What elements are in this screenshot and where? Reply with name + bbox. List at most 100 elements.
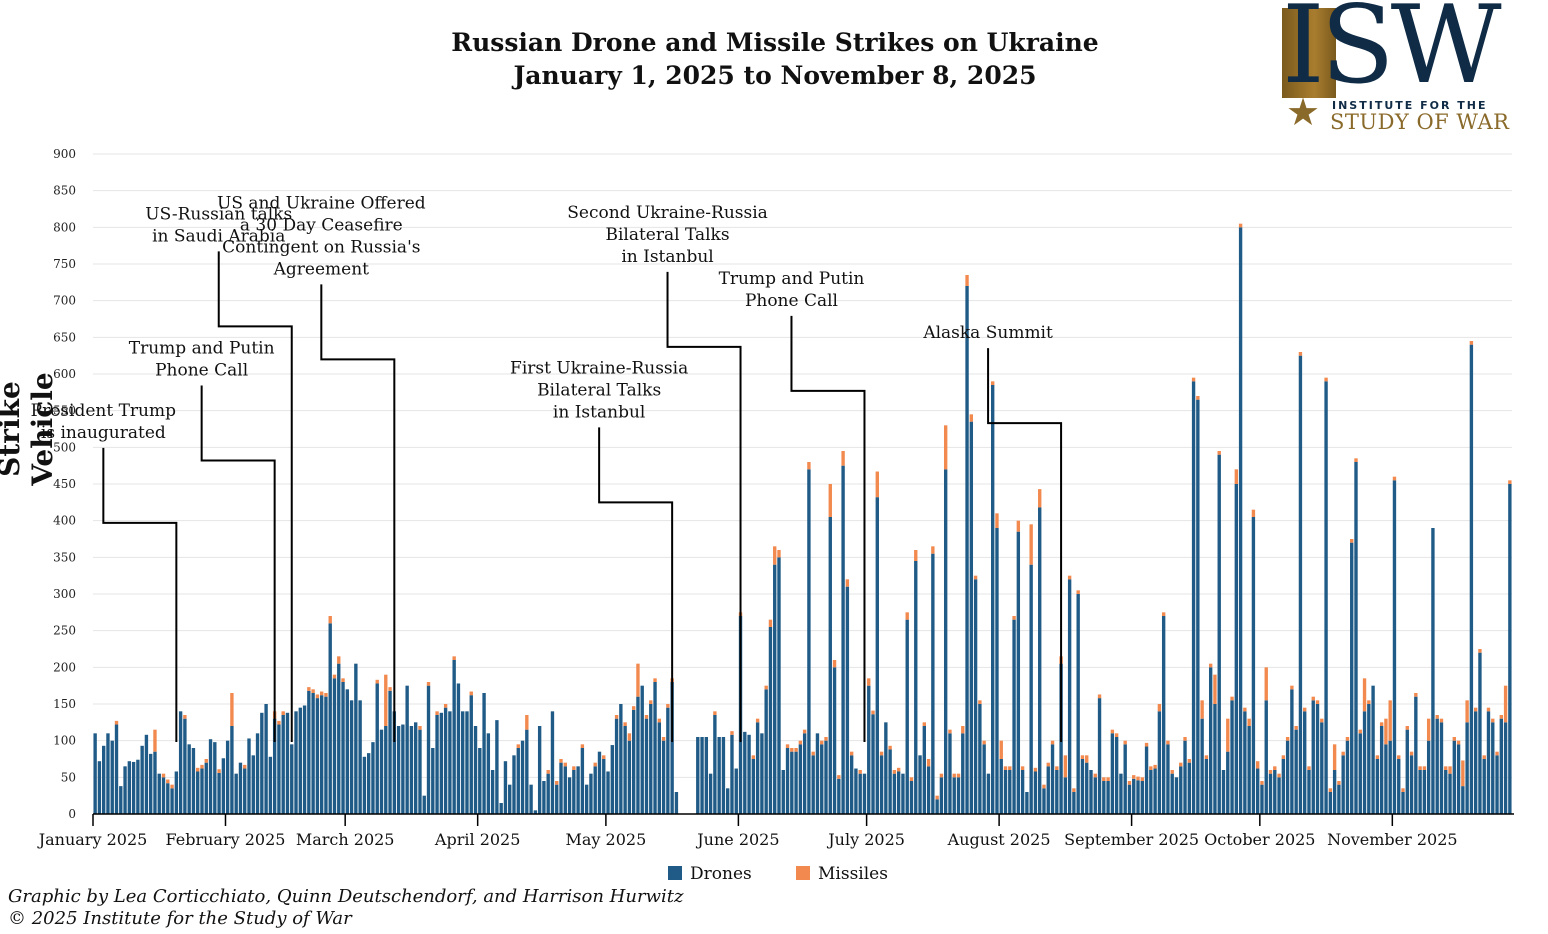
bar-missiles <box>905 612 909 620</box>
bar-drones <box>114 724 119 814</box>
annotation-label-line: Trump and Putin <box>719 269 865 289</box>
bar-missiles <box>952 773 956 778</box>
bar-drones <box>238 762 243 814</box>
bar-drones <box>1277 777 1281 814</box>
bar-drones <box>973 579 978 814</box>
bar-missiles <box>1208 663 1213 668</box>
bar-missiles <box>649 700 653 704</box>
bar-missiles <box>892 770 897 774</box>
bar-drones <box>1132 778 1136 814</box>
bar-drones <box>290 744 294 814</box>
annotation-label-line: in Istanbul <box>553 402 645 422</box>
bar-missiles <box>1486 707 1491 712</box>
bar-missiles <box>1106 777 1110 781</box>
bar-missiles <box>1473 707 1478 712</box>
bar-drones <box>101 745 106 814</box>
star-icon: ★ <box>1286 90 1321 134</box>
bar-missiles <box>593 762 597 767</box>
bar-drones <box>499 803 503 814</box>
bar-drones <box>401 724 405 814</box>
bar-missiles <box>1080 755 1085 759</box>
bar-drones <box>409 726 414 814</box>
bar-drones <box>567 777 572 814</box>
annotation-label-line: First Ukraine-Russia <box>510 358 688 378</box>
bar-drones <box>1456 744 1461 814</box>
bar-missiles <box>1482 755 1486 759</box>
bar-drones <box>431 748 435 814</box>
bar-missiles <box>324 693 328 697</box>
bar-drones <box>354 663 358 814</box>
bar-drones <box>999 759 1003 814</box>
bar-missiles <box>516 744 520 748</box>
bar-missiles <box>713 711 717 715</box>
y-tick-label: 150 <box>53 697 76 711</box>
bar-missiles <box>200 764 204 769</box>
bar-drones <box>589 773 593 814</box>
bar-drones <box>1478 652 1482 814</box>
month-label: September 2025 <box>1064 830 1199 849</box>
month-label: April 2025 <box>434 830 520 849</box>
bar-drones <box>657 722 662 814</box>
bar-missiles <box>1136 776 1140 781</box>
isw-logo: ISW ★ INSTITUTE FOR THE STUDY OF WAR <box>1282 0 1532 134</box>
bar-drones <box>97 761 102 814</box>
bar-missiles <box>764 685 768 690</box>
bar-drones <box>555 784 559 814</box>
bar-missiles <box>1132 775 1136 779</box>
bar-drones <box>213 742 217 814</box>
bar-drones <box>602 759 606 814</box>
bar-drones <box>1191 381 1196 814</box>
bar-drones <box>584 784 589 814</box>
bar-drones <box>379 729 384 814</box>
bar-drones <box>606 771 610 814</box>
bar-missiles <box>798 740 803 745</box>
bar-drones <box>251 755 255 814</box>
bar-drones <box>191 748 196 814</box>
bar-missiles <box>636 663 640 697</box>
legend-missiles: Missiles <box>796 864 888 884</box>
bar-drones <box>1491 722 1495 814</box>
bar-drones <box>452 660 456 814</box>
bar-drones <box>1230 700 1234 814</box>
annotation-label: President Trump is inaugurated <box>31 401 176 443</box>
bar-missiles <box>982 740 986 745</box>
y-tick-label: 800 <box>53 220 76 234</box>
bar-missiles <box>1213 674 1217 704</box>
bar-missiles <box>1337 781 1341 785</box>
bar-missiles <box>1405 726 1409 730</box>
bar-drones <box>247 738 251 814</box>
bar-drones <box>1016 531 1021 814</box>
bar-drones <box>909 781 914 814</box>
bar-drones <box>1473 711 1478 814</box>
bar-drones <box>841 465 845 814</box>
annotation-label: Alaska Summit <box>922 323 1053 343</box>
bar-drones <box>743 731 747 814</box>
bar-drones <box>281 715 285 814</box>
bar-drones <box>1050 744 1055 814</box>
bar-missiles <box>1397 755 1401 759</box>
bar-missiles <box>1499 715 1504 719</box>
annotation-line <box>598 427 674 742</box>
bar-missiles <box>820 740 824 745</box>
y-tick-label: 50 <box>61 770 76 784</box>
bar-missiles <box>1166 740 1170 745</box>
bar-drones <box>1127 784 1132 814</box>
bar-drones <box>1208 667 1213 814</box>
bar-missiles <box>166 779 170 784</box>
bar-drones <box>952 777 956 814</box>
bar-drones <box>1448 773 1452 814</box>
bar-drones <box>1465 722 1469 814</box>
bar-drones <box>243 768 247 814</box>
bar-drones <box>1486 711 1491 814</box>
y-tick-label: 400 <box>53 514 76 528</box>
bar-drones <box>546 773 550 814</box>
bar-drones <box>661 740 666 814</box>
bar-drones <box>1315 704 1320 814</box>
bar-missiles <box>631 706 636 710</box>
bar-missiles <box>1003 766 1008 770</box>
bar-missiles <box>1153 764 1157 769</box>
bar-drones <box>131 761 136 814</box>
bar-drones <box>1439 722 1444 814</box>
bar-drones <box>781 770 785 814</box>
bar-drones <box>1012 619 1016 814</box>
